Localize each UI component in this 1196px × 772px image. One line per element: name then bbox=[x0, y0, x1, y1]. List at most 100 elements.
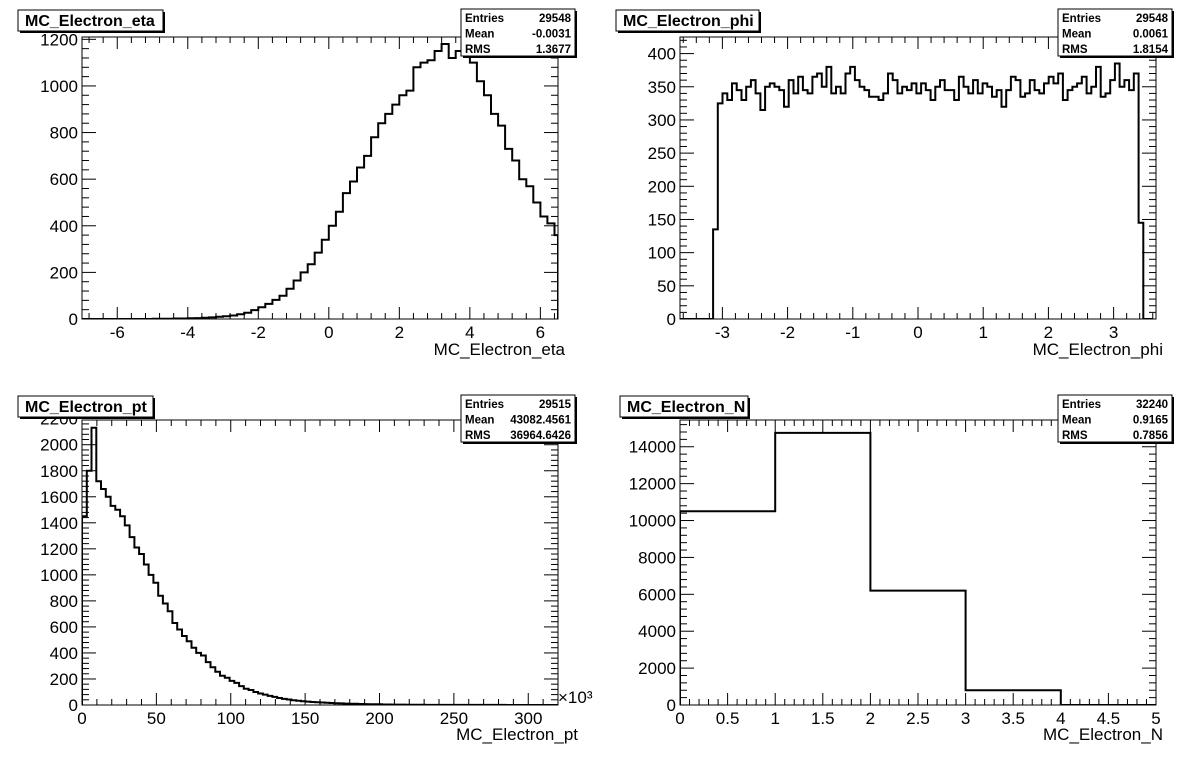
x-tick-label: 3 bbox=[961, 709, 970, 728]
stats-label: Entries bbox=[1062, 399, 1101, 411]
stats-box bbox=[460, 394, 576, 443]
histogram-bin bbox=[639, 302, 646, 319]
stats-value: 43082.4561 bbox=[510, 415, 571, 427]
stats-label: RMS bbox=[465, 430, 491, 442]
title-box bbox=[17, 9, 164, 32]
y-tick-label: 100 bbox=[648, 244, 676, 263]
x-tick-label: 2 bbox=[1044, 323, 1053, 342]
x-tick-label: 300 bbox=[514, 709, 542, 728]
x-tick-label: 100 bbox=[217, 709, 245, 728]
x-tick-label: 6 bbox=[536, 323, 545, 342]
stats-label: RMS bbox=[1062, 44, 1088, 56]
stats-label: RMS bbox=[1062, 430, 1088, 442]
stats-box bbox=[1057, 394, 1173, 443]
histogram-bin bbox=[569, 251, 576, 319]
stats-box bbox=[460, 8, 576, 57]
y-tick-label: 400 bbox=[50, 217, 78, 236]
x-tick-label: -4 bbox=[180, 323, 195, 342]
plot-frame bbox=[81, 36, 559, 320]
y-tick-label: 800 bbox=[50, 124, 78, 143]
y-tick-label: 6000 bbox=[638, 585, 676, 604]
stats-value: 0.9165 bbox=[1133, 415, 1169, 427]
x-tick-label: -2 bbox=[780, 323, 795, 342]
histogram-panel-4: 0 2000 4000 6000 8000 10000 12000 14000 0 0.5 1 1.5… bbox=[619, 394, 1174, 744]
title-box bbox=[619, 395, 749, 418]
y-tick-label: 12000 bbox=[629, 475, 676, 494]
x-tick-label: 4 bbox=[465, 323, 474, 342]
x-tick-label: 50 bbox=[147, 709, 166, 728]
x-tick-label: 2 bbox=[866, 709, 875, 728]
y-tick-label: 0 bbox=[69, 310, 78, 329]
histogram-bars bbox=[680, 62, 1153, 319]
y-tick-label: 400 bbox=[648, 45, 676, 64]
y-tick-label: 200 bbox=[50, 670, 78, 689]
x-tick-label: 5 bbox=[1151, 709, 1160, 728]
title-box bbox=[17, 395, 154, 418]
stats-value: 36964.6426 bbox=[510, 430, 571, 442]
x-tick-label: -1 bbox=[845, 323, 860, 342]
x-tick-label: 2 bbox=[395, 323, 404, 342]
y-tick-label: 200 bbox=[648, 177, 676, 196]
x-tick-label: 1 bbox=[978, 323, 987, 342]
stats-label: Mean bbox=[1062, 415, 1091, 427]
x-tick-label: -3 bbox=[715, 323, 730, 342]
y-tick-label: 2000 bbox=[40, 436, 78, 455]
stats-label: Entries bbox=[465, 399, 504, 411]
x-axis-title: MC_Electron_N bbox=[1043, 725, 1163, 744]
chart-title: MC_Electron_N bbox=[627, 399, 745, 416]
x-tick-label: 150 bbox=[291, 709, 319, 728]
histogram-bin bbox=[625, 295, 632, 319]
x-tick-label: 3 bbox=[1109, 323, 1118, 342]
y-tick-label: 300 bbox=[648, 111, 676, 130]
stats-box bbox=[1057, 8, 1173, 57]
histogram-bars bbox=[82, 426, 558, 705]
stats-label: RMS bbox=[465, 44, 491, 56]
x-tick-label: 200 bbox=[365, 709, 393, 728]
x-tick-label: 1.5 bbox=[811, 709, 835, 728]
x-axis-title: MC_Electron_eta bbox=[434, 340, 566, 359]
y-tick-label: 1200 bbox=[40, 540, 78, 559]
histogram-bin bbox=[632, 298, 639, 319]
stats-value: 29548 bbox=[539, 13, 572, 25]
x-tick-label: 4 bbox=[1056, 709, 1065, 728]
y-tick-label: 8000 bbox=[638, 548, 676, 567]
stats-value: 1.3677 bbox=[536, 44, 571, 56]
stats-label: Entries bbox=[1062, 13, 1101, 25]
histogram-panel-3: 0200400600800100012001400160018002000220… bbox=[17, 394, 593, 744]
y-tick-label: 250 bbox=[648, 144, 676, 163]
x-tick-label: 0 bbox=[675, 709, 684, 728]
y-tick-label: 150 bbox=[648, 210, 676, 229]
histogram-bin bbox=[597, 277, 604, 319]
y-tick-label: 14000 bbox=[629, 438, 676, 457]
y-tick-label: 200 bbox=[50, 263, 78, 282]
x-tick-label: -2 bbox=[251, 323, 266, 342]
y-tick-label: 0 bbox=[667, 696, 676, 715]
stats-value: 32240 bbox=[1136, 399, 1168, 411]
x-tick-label: 250 bbox=[440, 709, 468, 728]
stats-value: 29515 bbox=[539, 399, 572, 411]
x-tick-label: -6 bbox=[110, 323, 125, 342]
y-tick-label: 1800 bbox=[40, 462, 78, 481]
chart-title: MC_Electron_phi bbox=[623, 13, 754, 30]
x-axis-multiplier: ×10³ bbox=[558, 688, 593, 707]
x-tick-label: 0 bbox=[77, 709, 86, 728]
histogram-bin bbox=[653, 307, 660, 319]
y-tick-label: 800 bbox=[50, 592, 78, 611]
y-tick-label: 2000 bbox=[638, 659, 676, 678]
y-tick-label: 1600 bbox=[40, 488, 78, 507]
histogram-bin bbox=[576, 257, 583, 319]
histogram-outline bbox=[82, 426, 558, 705]
histogram-bin bbox=[590, 272, 597, 319]
stats-label: Mean bbox=[1062, 29, 1091, 41]
x-tick-label: 0 bbox=[913, 323, 922, 342]
y-tick-label: 600 bbox=[50, 170, 78, 189]
histogram-outline bbox=[680, 62, 1153, 319]
x-tick-label: 2.5 bbox=[906, 709, 930, 728]
y-tick-label: 10000 bbox=[629, 512, 676, 531]
x-tick-label: 0 bbox=[324, 323, 333, 342]
y-tick-label: 0 bbox=[667, 310, 676, 329]
histogram-bin bbox=[618, 290, 625, 319]
